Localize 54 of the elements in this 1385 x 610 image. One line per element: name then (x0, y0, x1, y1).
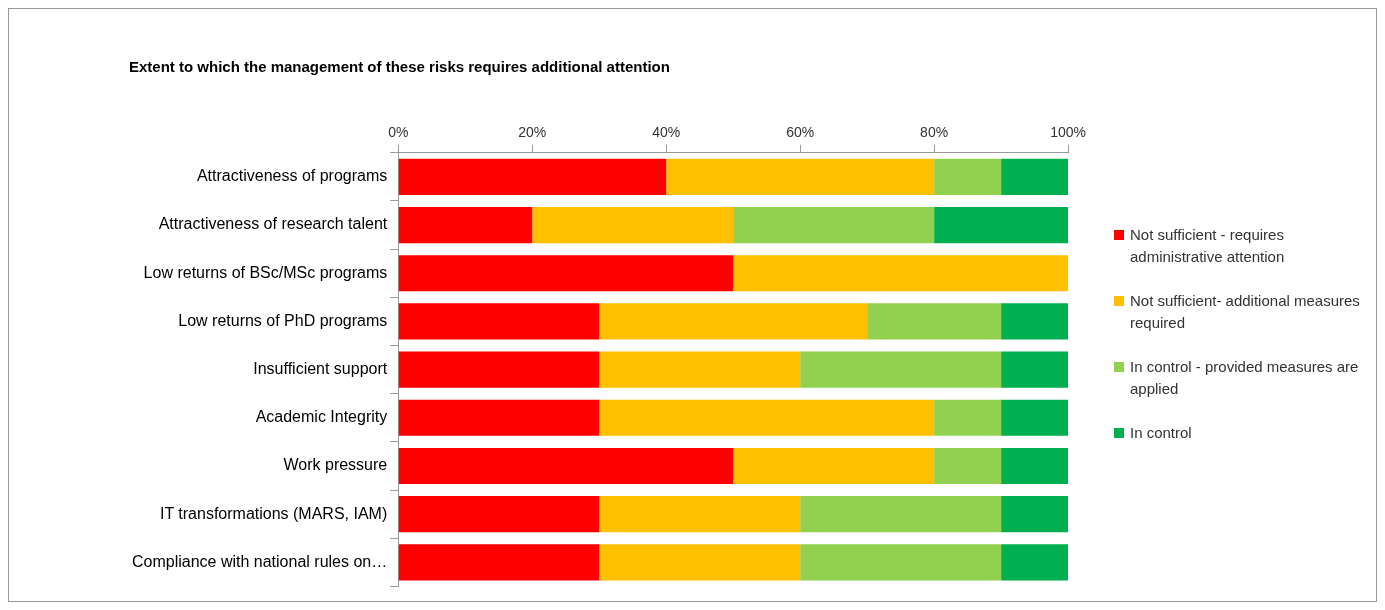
bar (398, 158, 667, 195)
bar (1001, 351, 1069, 388)
bar (398, 447, 734, 485)
bar (398, 303, 600, 340)
bar (599, 496, 801, 533)
bar (398, 255, 734, 292)
bar (733, 447, 935, 485)
bar (800, 351, 1002, 388)
bar (599, 303, 868, 340)
x-tick-label: 0% (388, 124, 409, 141)
x-tick-label: 40% (652, 124, 681, 141)
bar (666, 158, 935, 195)
x-tick-label: 60% (786, 124, 815, 141)
bar (599, 399, 935, 436)
x-tick-label: 100% (1050, 124, 1086, 141)
y-tick-label: Insufficient support (253, 360, 388, 378)
bar (398, 496, 600, 533)
legend-label: In control (1130, 423, 1192, 443)
legend-label: Not sufficient - requires administrative attention (1130, 225, 1286, 267)
bar (398, 207, 533, 244)
y-tick-label: Low returns of BSc/MSc programs (143, 263, 388, 281)
bar (934, 207, 1069, 244)
bar (532, 207, 734, 244)
bar (1001, 399, 1069, 436)
bar (733, 207, 935, 244)
bar (934, 158, 1002, 195)
chart-title: Extent to which the management of these risks requires additional attention (129, 58, 670, 76)
bar (800, 496, 1002, 533)
bar (599, 351, 801, 388)
bar (599, 544, 801, 581)
y-tick-label: Attractiveness of programs (196, 167, 388, 185)
y-tick-label: Academic Integrity (255, 408, 388, 426)
bar (1001, 158, 1069, 195)
y-tick-label: Work pressure (283, 456, 388, 474)
bar (1001, 496, 1069, 533)
bar (1001, 544, 1069, 581)
bar (934, 447, 1002, 485)
bar (1001, 303, 1069, 340)
y-tick-label: Attractiveness of research talent (158, 215, 388, 233)
bar (398, 399, 600, 436)
bar (800, 544, 1002, 581)
bar (398, 351, 600, 388)
bar (733, 255, 1069, 292)
bar (934, 399, 1002, 436)
y-tick-label: Compliance with national rules on… (131, 552, 388, 570)
bar (398, 544, 600, 581)
legend-label: Not sufficient- additional measures required (1130, 291, 1361, 333)
y-tick-label: Low returns of PhD programs (178, 311, 388, 329)
x-tick-label: 20% (518, 124, 547, 141)
bar (1001, 447, 1069, 485)
legend-label: In control - provided measures are applied (1130, 357, 1360, 399)
y-tick-label: IT transformations (MARS, IAM) (159, 504, 388, 522)
x-tick-label: 80% (920, 124, 949, 141)
bar (867, 303, 1002, 340)
